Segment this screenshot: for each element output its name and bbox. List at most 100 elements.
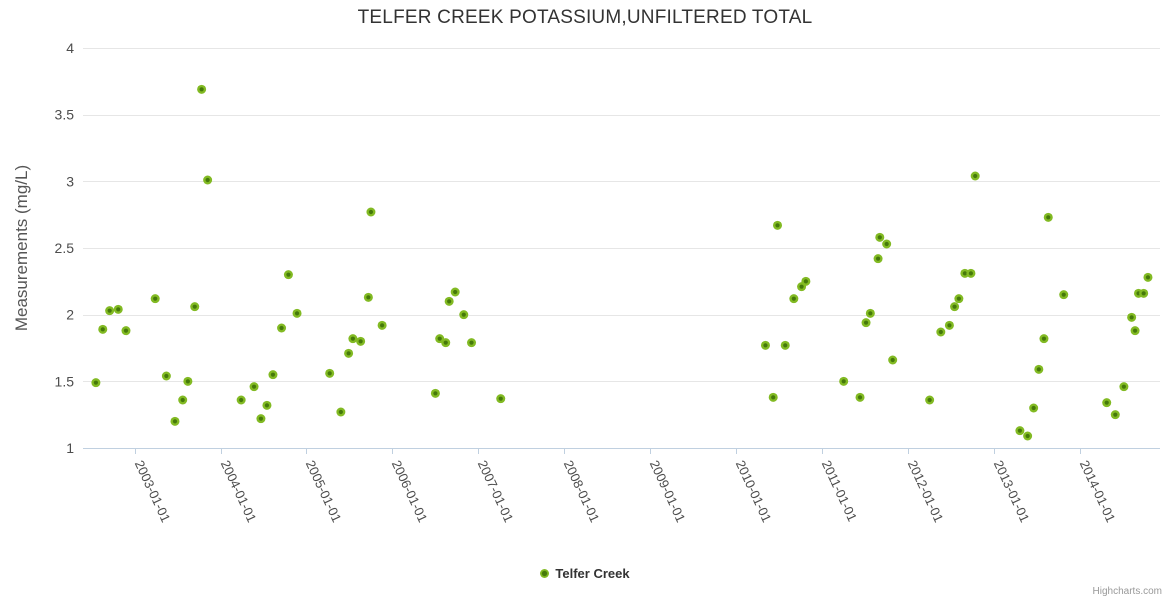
scatter-point-core [1145,275,1151,280]
scatter-point[interactable] [768,392,778,402]
scatter-point[interactable] [875,232,885,242]
scatter-point[interactable] [363,292,373,302]
scatter-point[interactable] [377,320,387,330]
x-axis-tick-label: 2004-01-01 [218,458,260,525]
scatter-point[interactable] [348,334,358,344]
scatter-point-core [771,395,776,400]
scatter-point-core [947,323,952,328]
scatter-point[interactable] [236,395,246,405]
scatter-point-core [100,327,105,332]
scatter-point[interactable] [197,84,207,94]
x-axis-tick-label: 2005-01-01 [303,458,345,525]
scatter-point[interactable] [256,414,266,424]
scatter-point[interactable] [865,308,875,318]
scatter-point[interactable] [444,296,454,306]
scatter-point[interactable] [113,304,123,314]
scatter-point[interactable] [1102,398,1112,408]
scatter-point[interactable] [262,400,272,410]
scatter-point-core [956,296,961,301]
scatter-point[interactable] [190,302,200,312]
scatter-point[interactable] [467,338,477,348]
scatter-point[interactable] [1043,212,1053,222]
scatter-point[interactable] [1015,426,1025,436]
scatter-point[interactable] [91,378,101,388]
scatter-point[interactable] [183,376,193,386]
scatter-point[interactable] [950,302,960,312]
scatter-point[interactable] [1119,382,1129,392]
scatter-point-core [443,340,448,345]
scatter-point[interactable] [178,395,188,405]
legend-item-telfer-creek[interactable]: Telfer Creek [540,566,630,581]
scatter-point-core [968,271,974,276]
scatter-point[interactable] [249,382,259,392]
scatter-point[interactable] [356,336,366,346]
scatter-point-core [107,308,112,313]
scatter-point[interactable] [170,416,180,426]
highcharts-credits-link[interactable]: Highcharts.com [1092,586,1162,597]
scatter-point[interactable] [366,207,376,217]
scatter-point[interactable] [98,324,108,334]
scatter-point[interactable] [954,294,964,304]
scatter-point[interactable] [773,220,783,230]
scatter-point[interactable] [855,392,865,402]
scatter-point[interactable] [873,254,883,264]
scatter-point-core [172,419,178,424]
scatter-point[interactable] [121,326,131,336]
scatter-point[interactable] [1130,326,1140,336]
scatter-point[interactable] [430,388,440,398]
y-axis-tick-label: 1.5 [55,373,75,389]
x-axis-tick-label: 2012-01-01 [905,458,947,525]
scatter-point[interactable] [277,323,287,333]
x-axis-tick-label: 2003-01-01 [132,458,174,525]
scatter-point[interactable] [760,340,770,350]
scatter-point[interactable] [344,348,354,358]
scatter-point-core [763,343,768,348]
scatter-point[interactable] [292,308,302,318]
scatter-point[interactable] [459,310,469,320]
scatter-point[interactable] [1029,403,1039,413]
scatter-point[interactable] [801,276,811,286]
scatter-point[interactable] [1110,410,1120,420]
scatter-point[interactable] [496,394,506,404]
scatter-point[interactable] [925,395,935,405]
scatter-point[interactable] [1023,431,1033,441]
scatter-point-core [1141,291,1146,296]
scatter-point[interactable] [1143,272,1153,282]
scatter-point[interactable] [936,327,946,337]
scatter-point[interactable] [1039,334,1049,344]
scatter-point[interactable] [882,239,892,249]
scatter-point[interactable] [283,270,293,280]
scatter-point-core [433,391,438,396]
scatter-point[interactable] [325,368,335,378]
scatter-point-core [1031,405,1036,411]
scatter-point[interactable] [780,340,790,350]
scatter-point[interactable] [839,376,849,386]
scatter-point[interactable] [888,355,898,365]
scatter-point[interactable] [1139,288,1149,298]
scatter-point[interactable] [789,294,799,304]
scatter-point-core [264,403,270,408]
scatter-point[interactable] [268,370,278,380]
scatter-point[interactable] [1059,290,1069,300]
scatter-point[interactable] [441,338,451,348]
scatter-point[interactable] [966,268,976,278]
scatter-point[interactable] [450,287,460,297]
scatter-point[interactable] [336,407,346,417]
scatter-point-core [251,384,257,389]
scatter-point-core [1113,412,1118,417]
x-axis-tick-label: 2008-01-01 [561,458,603,525]
scatter-point-core [294,311,300,316]
scatter-point[interactable] [105,306,115,316]
scatter-point-core [447,299,452,304]
scatter-point[interactable] [1034,364,1044,374]
scatter-point[interactable] [203,175,213,185]
y-axis-tick-label: 4 [66,40,74,56]
scatter-point[interactable] [1127,312,1137,322]
scatter-point-core [1061,292,1066,297]
scatter-point[interactable] [161,371,171,381]
scatter-point[interactable] [970,171,980,181]
scatter-point[interactable] [944,320,954,330]
scatter-point[interactable] [150,294,160,304]
scatter-point[interactable] [861,318,871,328]
